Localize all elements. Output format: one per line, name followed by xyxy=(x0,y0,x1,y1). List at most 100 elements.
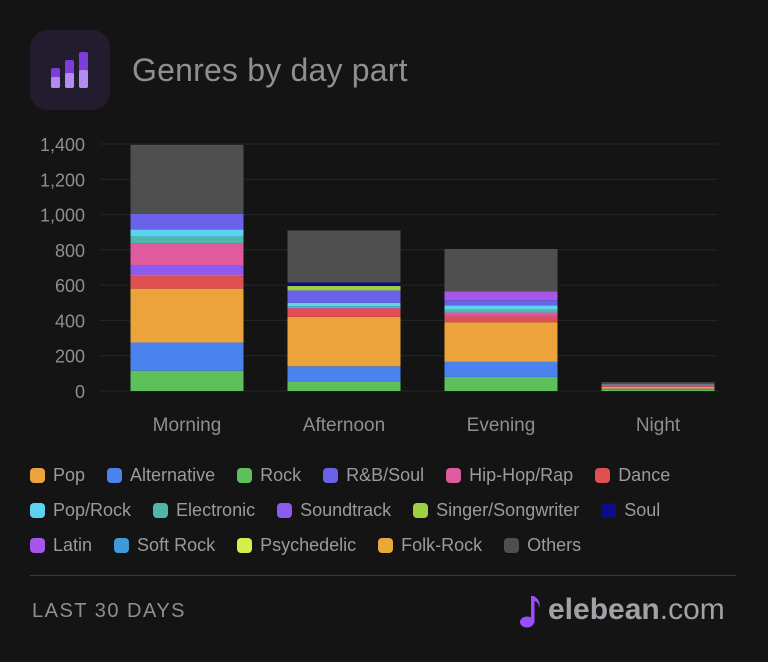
stacked-bar-chart: 0 200 400 600 800 1,000 1,200 1,400 Morning After… xyxy=(40,135,718,436)
brand-logo: elebean.com xyxy=(518,590,725,630)
legend-swatch xyxy=(595,468,611,483)
legend-swatch xyxy=(446,468,462,483)
legend-swatch xyxy=(237,538,253,553)
legend-item[interactable]: Soul xyxy=(601,500,660,521)
bar-segment-pop-rock[interactable] xyxy=(287,302,401,307)
legend-label: Alternative xyxy=(130,465,216,485)
y-tick-label: 600 xyxy=(55,276,85,296)
y-tick-label: 1,400 xyxy=(40,135,85,155)
bar-segment-pop-rock[interactable] xyxy=(130,229,244,237)
legend-item[interactable]: Soundtrack xyxy=(277,500,391,521)
legend-label: Psychedelic xyxy=(260,535,357,555)
legend-item[interactable]: Latin xyxy=(30,535,92,556)
y-tick-label: 800 xyxy=(55,241,85,261)
bar-segment-hip-hop-rap[interactable] xyxy=(287,308,401,309)
bar-segment-pop[interactable] xyxy=(601,386,715,389)
legend-item[interactable]: Alternative xyxy=(107,465,215,486)
legend-item[interactable]: Pop xyxy=(30,465,85,486)
legend-label: Hip-Hop/Rap xyxy=(469,465,574,485)
legend-item[interactable]: R&B/Soul xyxy=(323,465,424,486)
legend-swatch xyxy=(30,503,45,518)
bar-segment-electronic[interactable] xyxy=(287,306,401,309)
bar-segment-pop[interactable] xyxy=(130,288,244,343)
period-label: LAST 30 DAYS xyxy=(32,600,186,622)
bar-segment-rock[interactable] xyxy=(287,381,401,391)
footer-divider xyxy=(30,575,736,576)
legend-label: Folk-Rock xyxy=(401,535,483,555)
legend-item[interactable]: Psychedelic xyxy=(237,535,356,556)
legend-swatch xyxy=(601,503,617,518)
y-tick-label: 1,000 xyxy=(40,206,85,226)
chart-legend: Pop Alternative Rock R&B/Soul Hip-Hop/Rap Dan… xyxy=(30,458,750,563)
bar-segment-alternative[interactable] xyxy=(444,361,558,377)
bar-segment-dance[interactable] xyxy=(130,276,244,289)
bar-segment-alternative[interactable] xyxy=(287,366,401,382)
bar-segment-r-b-soul[interactable] xyxy=(444,300,558,306)
legend-swatch xyxy=(504,538,520,553)
legend-swatch xyxy=(107,468,123,483)
bar-segment-electronic[interactable] xyxy=(130,236,244,244)
legend-label: Soundtrack xyxy=(300,500,392,520)
bar-chart-icon xyxy=(51,52,88,88)
bar-segment-soul[interactable] xyxy=(287,282,401,287)
bar-segment-others[interactable] xyxy=(444,248,558,292)
bar-segment-latin[interactable] xyxy=(444,291,558,301)
legend-swatch xyxy=(114,538,130,553)
legend-row: Latin Soft Rock Psychedelic Folk-Rock Others xyxy=(30,528,750,563)
y-tick-label: 0 xyxy=(75,382,85,402)
brand-name: elebean xyxy=(548,593,660,626)
bar-segment-rock[interactable] xyxy=(444,376,558,391)
legend-item[interactable]: Singer/Songwriter xyxy=(413,500,579,521)
x-tick-label: Night xyxy=(636,415,681,436)
y-tick-label: 400 xyxy=(55,311,85,331)
x-tick-label: Evening xyxy=(467,415,536,436)
legend-item[interactable]: Rock xyxy=(237,465,301,486)
legend-item[interactable]: Electronic xyxy=(153,500,255,521)
bar-segment-rock[interactable] xyxy=(130,370,244,391)
legend-item[interactable]: Others xyxy=(504,535,581,556)
music-note-icon xyxy=(520,596,540,628)
legend-item[interactable]: Folk-Rock xyxy=(378,535,482,556)
bar-segment-hip-hop-rap[interactable] xyxy=(444,312,558,316)
bar-segment-pop-rock[interactable] xyxy=(444,305,558,310)
bar-segment-hip-hop-rap[interactable] xyxy=(130,243,244,266)
legend-swatch xyxy=(30,538,45,553)
bar-segment-soundtrack[interactable] xyxy=(130,265,244,275)
legend-label: Dance xyxy=(618,465,671,485)
legend-label: Soft Rock xyxy=(137,535,216,555)
bar-segment-others[interactable] xyxy=(130,144,244,214)
bar-segment-pop[interactable] xyxy=(444,322,558,362)
bar-segment-others[interactable] xyxy=(287,230,401,283)
bar-segment-alternative[interactable] xyxy=(601,388,715,390)
chart-title: Genres by day part xyxy=(132,52,408,88)
x-tick-label: Morning xyxy=(153,415,222,436)
bar-segment-pop[interactable] xyxy=(287,316,401,367)
bar-segment-rock[interactable] xyxy=(601,389,715,391)
bar-segment-r-b-soul[interactable] xyxy=(130,213,244,230)
bar-segment-hip-hop-rap[interactable] xyxy=(444,315,558,317)
bar-segment-others[interactable] xyxy=(601,382,715,384)
bar-segment-dance[interactable] xyxy=(287,308,401,317)
bar-segment-dance[interactable] xyxy=(444,316,558,323)
bar-segment-r-b-soul[interactable] xyxy=(601,384,715,385)
bar-segment-pop-rock[interactable] xyxy=(601,384,715,386)
bar-segment-electronic[interactable] xyxy=(444,309,558,313)
legend-item[interactable]: Hip-Hop/Rap xyxy=(446,465,573,486)
bar-segment-alternative[interactable] xyxy=(130,342,244,371)
legend-label: Latin xyxy=(53,535,93,555)
bar-segment-singer-songwriter[interactable] xyxy=(287,286,401,291)
legend-swatch xyxy=(30,468,45,483)
legend-swatch xyxy=(378,538,394,553)
bar-segment-r-b-soul[interactable] xyxy=(287,290,401,303)
brand-suffix: .com xyxy=(659,593,725,626)
legend-item[interactable]: Soft Rock xyxy=(114,535,215,556)
legend-label: Singer/Songwriter xyxy=(436,500,580,520)
legend-row: Pop Alternative Rock R&B/Soul Hip-Hop/Rap Dan… xyxy=(30,458,750,493)
legend-swatch xyxy=(277,503,293,518)
legend-item[interactable]: Dance xyxy=(595,465,670,486)
legend-item[interactable]: Pop/Rock xyxy=(30,500,131,521)
bar-segment-dance[interactable] xyxy=(601,386,715,387)
legend-label: Others xyxy=(527,535,582,555)
bar-segment-hip-hop-rap[interactable] xyxy=(130,274,244,277)
legend-label: Pop/Rock xyxy=(53,500,132,520)
